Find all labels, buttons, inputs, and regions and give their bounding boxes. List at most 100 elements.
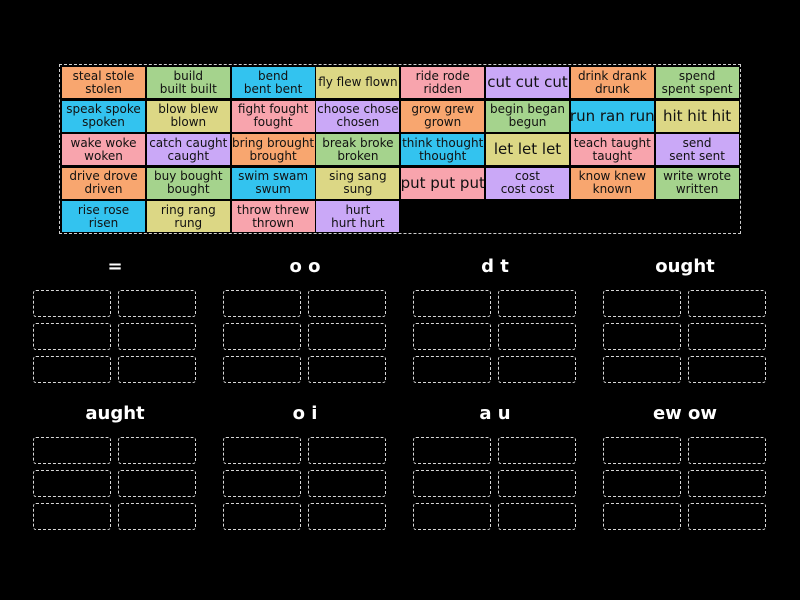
word-tile-text: blown bbox=[170, 115, 207, 130]
drop-slot[interactable] bbox=[223, 437, 301, 464]
drop-slot[interactable] bbox=[308, 323, 386, 350]
word-tile[interactable]: spend spent spent bbox=[655, 67, 739, 98]
word-tile[interactable]: know knew known bbox=[570, 167, 654, 199]
word-tile[interactable]: speak spoke spoken bbox=[62, 100, 145, 132]
drop-slot[interactable] bbox=[498, 356, 576, 383]
drop-slot[interactable] bbox=[413, 356, 491, 383]
word-tile[interactable]: choose chose chosen bbox=[316, 100, 400, 132]
word-tile[interactable]: let let let bbox=[486, 134, 569, 166]
word-tile[interactable]: begin began begun bbox=[486, 100, 569, 132]
word-tile-text: send bbox=[682, 135, 712, 150]
word-tile[interactable]: cut cut cut bbox=[486, 67, 569, 98]
word-tile[interactable]: blow blew blown bbox=[146, 100, 230, 132]
drop-slot[interactable] bbox=[413, 437, 491, 464]
drop-slot[interactable] bbox=[118, 470, 196, 497]
drop-slot[interactable] bbox=[413, 503, 491, 530]
drop-slot[interactable] bbox=[308, 470, 386, 497]
word-tile[interactable]: swim swam swum bbox=[231, 167, 315, 199]
word-tile[interactable]: wake woke woken bbox=[62, 134, 145, 166]
drop-slot[interactable] bbox=[118, 503, 196, 530]
drop-slot[interactable] bbox=[498, 503, 576, 530]
word-tile-text: fly flew flown bbox=[318, 75, 398, 89]
drop-slot[interactable] bbox=[33, 356, 111, 383]
word-tile[interactable]: drink drank drunk bbox=[570, 67, 654, 98]
word-tile[interactable]: bend bent bent bbox=[231, 67, 315, 98]
word-tile[interactable]: send sent sent bbox=[655, 134, 739, 166]
drop-slot[interactable] bbox=[308, 503, 386, 530]
drop-slot[interactable] bbox=[688, 470, 766, 497]
word-tile-text: break broke bbox=[322, 135, 394, 150]
drop-slot[interactable] bbox=[603, 503, 681, 530]
word-tile-text: hurt hurt bbox=[331, 215, 385, 230]
word-tile[interactable]: put put put bbox=[401, 167, 485, 199]
drop-slot[interactable] bbox=[118, 356, 196, 383]
group-title: ew ow bbox=[652, 403, 718, 424]
word-tile[interactable]: run ran run bbox=[570, 100, 654, 132]
word-tile-text: run ran run bbox=[570, 106, 654, 125]
word-tile-text: spoken bbox=[82, 115, 125, 130]
drop-slot[interactable] bbox=[223, 503, 301, 530]
word-tile-text: thrown bbox=[252, 215, 294, 230]
word-tile[interactable]: catch caught caught bbox=[146, 134, 230, 166]
drop-slot[interactable] bbox=[688, 503, 766, 530]
word-tile[interactable]: hurt hurt hurt bbox=[316, 201, 400, 233]
word-tile-text: drunk bbox=[594, 81, 630, 96]
word-tile[interactable]: fly flew flown bbox=[316, 67, 400, 98]
word-tile-text: speak spoke bbox=[66, 102, 141, 117]
drop-slot[interactable] bbox=[413, 290, 491, 317]
drop-slot[interactable] bbox=[688, 356, 766, 383]
word-tile[interactable]: bring brought brought bbox=[231, 134, 315, 166]
drop-slot[interactable] bbox=[688, 323, 766, 350]
word-tile-text: buy bought bbox=[153, 169, 223, 184]
word-tile-text: catch caught bbox=[149, 135, 228, 150]
drop-slot[interactable] bbox=[603, 356, 681, 383]
drop-slot[interactable] bbox=[498, 323, 576, 350]
word-tile[interactable]: drive drove driven bbox=[62, 167, 145, 199]
group-title: = bbox=[107, 256, 123, 277]
drop-slot[interactable] bbox=[308, 437, 386, 464]
drop-slot[interactable] bbox=[413, 470, 491, 497]
drop-slot[interactable] bbox=[603, 290, 681, 317]
drop-slot[interactable] bbox=[498, 290, 576, 317]
drop-slot[interactable] bbox=[223, 356, 301, 383]
drop-slot[interactable] bbox=[603, 323, 681, 350]
drop-slot[interactable] bbox=[223, 470, 301, 497]
word-tile[interactable]: buy bought bought bbox=[146, 167, 230, 199]
word-tile[interactable]: hit hit hit bbox=[655, 100, 739, 132]
word-tile[interactable]: write wrote written bbox=[655, 167, 739, 199]
drop-slot[interactable] bbox=[603, 437, 681, 464]
drop-slot[interactable] bbox=[308, 356, 386, 383]
word-tile[interactable]: grow grew grown bbox=[401, 100, 485, 132]
word-tile[interactable]: ring rang rung bbox=[146, 201, 230, 233]
word-tile-text: sing sang bbox=[329, 169, 387, 184]
word-tile[interactable]: think thought thought bbox=[401, 134, 485, 166]
drop-slot[interactable] bbox=[118, 437, 196, 464]
drop-slot[interactable] bbox=[33, 503, 111, 530]
drop-slot[interactable] bbox=[413, 323, 491, 350]
word-tile[interactable]: fight fought fought bbox=[231, 100, 315, 132]
drop-slot[interactable] bbox=[688, 290, 766, 317]
word-tile[interactable]: build built built bbox=[146, 67, 230, 98]
drop-slot[interactable] bbox=[498, 470, 576, 497]
word-tile[interactable]: rise rose risen bbox=[62, 201, 145, 233]
word-tile[interactable]: throw threw thrown bbox=[231, 201, 315, 233]
drop-slot[interactable] bbox=[33, 470, 111, 497]
drop-slot[interactable] bbox=[603, 470, 681, 497]
word-tile[interactable]: steal stole stolen bbox=[62, 67, 145, 98]
word-tile[interactable]: cost cost cost bbox=[486, 167, 569, 199]
word-tile[interactable]: teach taught taught bbox=[570, 134, 654, 166]
drop-slot[interactable] bbox=[33, 323, 111, 350]
drop-slot[interactable] bbox=[223, 290, 301, 317]
drop-slot[interactable] bbox=[498, 437, 576, 464]
word-tile[interactable]: sing sang sung bbox=[316, 167, 400, 199]
drop-slot[interactable] bbox=[118, 290, 196, 317]
drop-slot[interactable] bbox=[33, 290, 111, 317]
drop-slot[interactable] bbox=[223, 323, 301, 350]
word-tile[interactable]: ride rode ridden bbox=[401, 67, 485, 98]
word-tile-text: hurt bbox=[345, 202, 371, 217]
drop-slot[interactable] bbox=[33, 437, 111, 464]
drop-slot[interactable] bbox=[688, 437, 766, 464]
drop-slot[interactable] bbox=[118, 323, 196, 350]
drop-slot[interactable] bbox=[308, 290, 386, 317]
word-tile[interactable]: break broke broken bbox=[316, 134, 400, 166]
